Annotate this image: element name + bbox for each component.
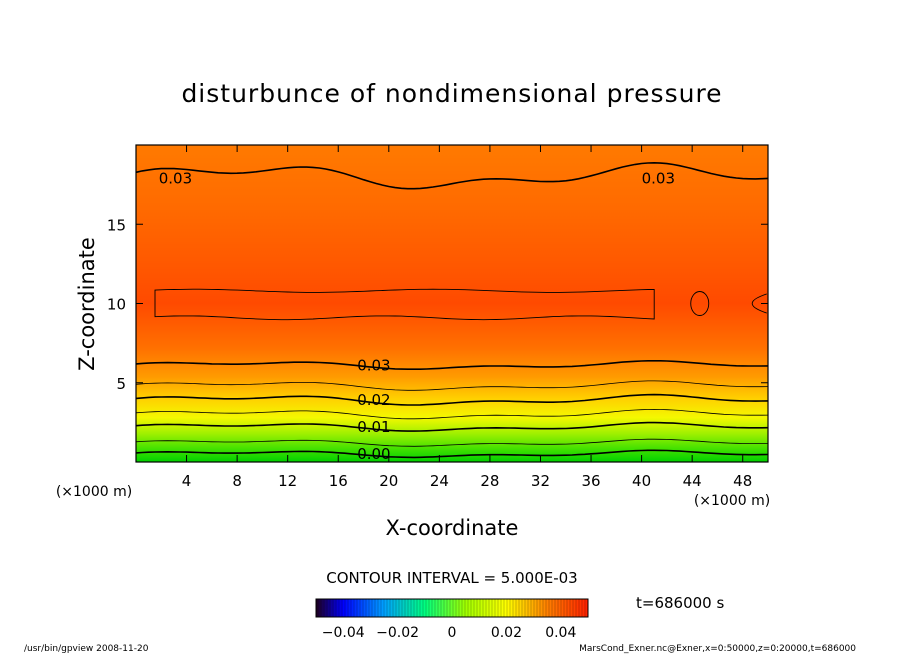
contour-label: 0.03 [159,169,192,187]
x-tick-label: 40 [632,472,651,490]
x-tick-label: 36 [581,472,600,490]
x-tick-label: 4 [182,472,192,490]
time-label: t=686000 s [636,594,724,612]
contour-line [135,449,769,459]
contour-line [135,421,769,432]
contour-line [135,360,769,370]
contour-label: 0.02 [357,391,390,409]
x-axis-label: X-coordinate [386,516,519,540]
contour-line-closed [690,291,710,316]
contour-labels: 0.03 0.03 0.03 0.02 0.01 0.00 [159,169,675,463]
contour-lines [135,161,769,459]
chart-title: disturbunce of nondimensional pressure [181,79,722,108]
colorbar-ticks: −0.04 −0.02 0 0.02 0.04 [322,625,577,641]
y-tick-label: 5 [116,375,126,393]
x-tick-label: 48 [733,472,752,490]
y-axis-unit: (×1000 m) [56,484,132,500]
x-axis-unit: (×1000 m) [694,493,770,509]
x-tick-label: 12 [278,472,297,490]
x-tick-label: 8 [232,472,242,490]
contour-line [135,393,769,406]
contour-label: 0.03 [642,169,675,187]
colorbar-fill [315,598,589,618]
contour-line [135,408,769,420]
contour-label: 0.03 [357,356,390,374]
colorbar: −0.04 −0.02 0 0.02 0.04 [315,598,589,641]
y-tick-label: 10 [107,296,126,314]
x-tick-label: 16 [329,472,348,490]
y-axis-label: Z-coordinate [75,237,99,371]
contour-label: 0.00 [357,445,390,463]
x-tick-label: 44 [683,472,702,490]
contour-line [135,438,768,447]
contour-line-closed [154,288,655,321]
y-axis-ticks: 5 10 15 [107,216,768,393]
y-tick-label: 15 [107,216,126,234]
colorbar-tick-label: 0.02 [491,625,522,641]
x-tick-label: 24 [430,472,449,490]
x-tick-label: 32 [531,472,550,490]
x-tick-label: 28 [480,472,499,490]
contour-line [135,161,769,190]
colorbar-tick-label: 0 [448,625,457,641]
contour-label: 0.01 [357,418,390,436]
contour-line-closed [751,293,767,314]
contour-field [136,145,768,462]
footer-left: /usr/bin/gpview 2008-11-20 [24,644,149,654]
colorbar-tick-label: −0.04 [322,625,365,641]
contour-interval: CONTOUR INTERVAL = 5.000E-03 [326,569,577,587]
x-axis-ticks: 4 8 12 16 20 24 28 32 36 40 44 48 [182,145,752,490]
footer-right: MarsCond_Exner.nc@Exner,x=0:50000,z=0:20… [579,644,856,654]
x-tick-label: 20 [379,472,398,490]
colorbar-tick-label: −0.02 [376,625,419,641]
contour-line [135,380,769,391]
colorbar-stripes [317,599,586,617]
colorbar-tick-label: 0.04 [545,625,576,641]
plot-area: 0.03 0.03 0.03 0.02 0.01 0.00 [135,144,769,463]
